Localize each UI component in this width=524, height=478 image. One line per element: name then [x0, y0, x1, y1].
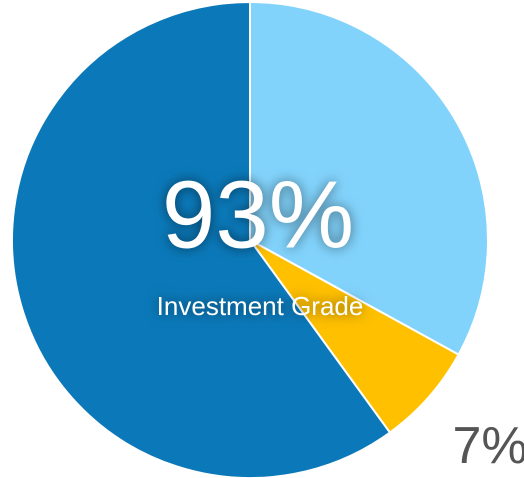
- pie-slice: [11, 0, 392, 478]
- slice-label: 7%: [452, 417, 524, 475]
- pie-slice: [249, 0, 489, 357]
- center-caption: Investment Grade: [157, 291, 364, 321]
- pie-slice: [249, 239, 460, 434]
- center-value: 93%: [162, 161, 354, 268]
- pie: [11, 0, 489, 478]
